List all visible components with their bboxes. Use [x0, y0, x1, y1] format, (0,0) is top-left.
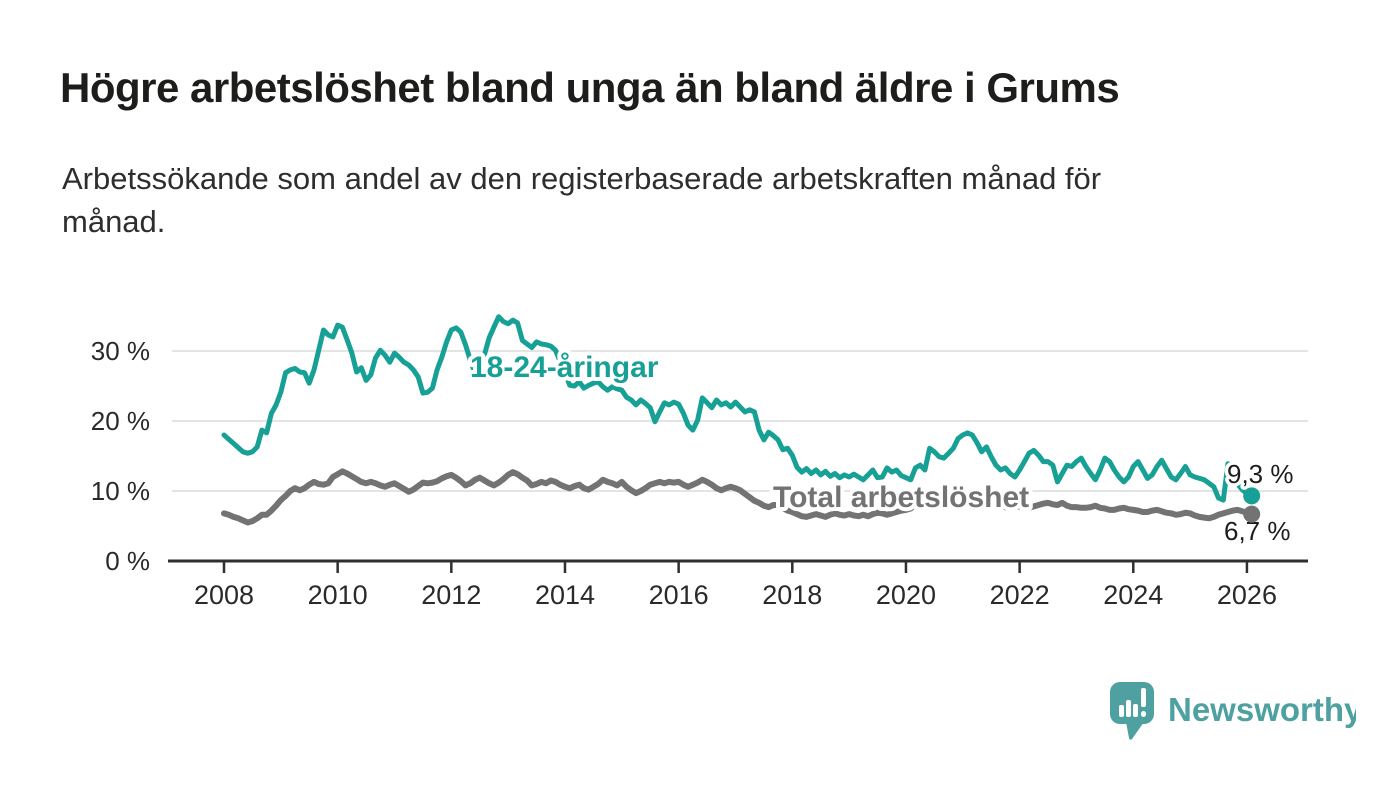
y-tick-label-30: 30 %	[91, 336, 150, 366]
newsworthy-logo-text: Newsworthy	[1168, 691, 1356, 728]
end-dot-total	[1243, 505, 1261, 523]
page-title: Högre arbetslöshet bland unga än bland ä…	[60, 64, 1120, 111]
y-tick-label-0: 0 %	[105, 546, 150, 576]
x-tick-label-2008: 2008	[194, 580, 254, 610]
x-tick-label-2020: 2020	[876, 580, 936, 610]
y-tick-label-10: 10 %	[91, 476, 150, 506]
chart-subtitle-line-2: månad.	[62, 204, 166, 239]
x-tick-label-2022: 2022	[990, 580, 1050, 610]
newsworthy-logo: Newsworthy	[1110, 682, 1356, 740]
x-tick-label-2010: 2010	[308, 580, 368, 610]
x-tick-label-2026: 2026	[1217, 580, 1277, 610]
x-tick-label-2018: 2018	[762, 580, 822, 610]
end-dot-youth	[1243, 487, 1261, 505]
end-label-total: 6,7 %	[1224, 516, 1291, 546]
series-line-total	[221, 468, 1255, 526]
x-tick-label-2012: 2012	[421, 580, 481, 610]
chart-subtitle: Arbetssökande som andel av den registerb…	[62, 157, 1342, 243]
x-tick-label-2014: 2014	[535, 580, 595, 610]
x-tick-label-2016: 2016	[649, 580, 709, 610]
end-label-youth: 9,3 %	[1227, 459, 1294, 489]
newsworthy-speech-bubble-bar-chart-icon	[1110, 682, 1154, 740]
series-label-total: Total arbetslöshet	[773, 481, 1029, 514]
chart-subtitle-line-1: Arbetssökande som andel av den registerb…	[62, 161, 1102, 196]
series-label-youth: 18-24-åringar	[470, 351, 659, 384]
x-tick-label-2024: 2024	[1103, 580, 1163, 610]
series-line-youth	[221, 314, 1255, 503]
y-tick-label-20: 20 %	[91, 406, 150, 436]
